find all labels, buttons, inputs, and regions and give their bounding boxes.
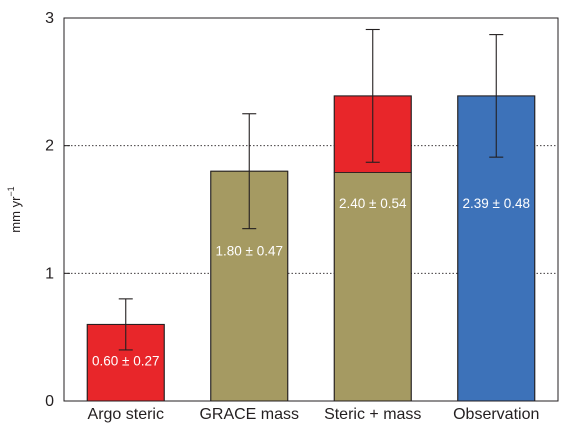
x-category-label: Observation	[453, 406, 539, 423]
y-axis-label-superscript: −1	[6, 186, 16, 196]
y-axis-label-text: mm yr	[8, 196, 23, 233]
y-tick-label: 2	[45, 138, 54, 155]
y-tick-label: 1	[45, 265, 54, 282]
error-bars	[118, 28, 504, 351]
bar-mass	[333, 172, 412, 402]
data-labels: 0.60 ± 0.27 1.80 ± 0.47 2.40 ± 0.54 2.39 ± …	[92, 196, 530, 369]
data-label: 2.39 ± 0.48	[463, 196, 530, 211]
data-label: 2.40 ± 0.54	[339, 196, 407, 211]
x-category-label: Argo steric	[88, 406, 164, 423]
data-label: 0.60 ± 0.27	[92, 354, 159, 369]
data-label: 1.80 ± 0.47	[216, 243, 283, 258]
x-category-label: GRACE mass	[199, 406, 299, 423]
y-axis-label: mm yr−1	[6, 186, 23, 232]
x-category-label: Steric + mass	[324, 406, 421, 423]
y-axis-ticks: 0 1 2 3	[45, 10, 70, 410]
y-tick-label: 3	[45, 10, 54, 27]
y-tick-label: 0	[45, 393, 54, 410]
plot-frame	[63, 17, 559, 402]
x-axis-categories: Argo steric GRACE mass Steric + mass Observ…	[88, 406, 540, 423]
